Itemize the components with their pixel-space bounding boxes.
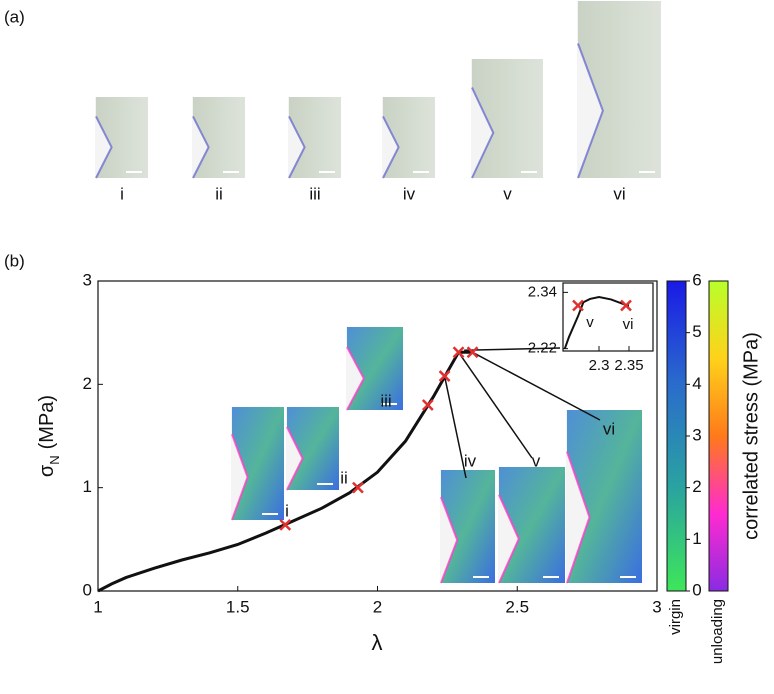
point-label: i — [285, 501, 289, 520]
notch-edge — [346, 346, 365, 411]
notch-edge — [440, 496, 459, 584]
marker — [352, 481, 364, 494]
y-tick-label: 3 — [83, 270, 92, 289]
connector — [464, 347, 561, 351]
notch — [498, 467, 519, 583]
y-tick-label: 0 — [83, 580, 92, 599]
y-tick-label: 1 — [83, 477, 92, 496]
notch-edge — [471, 87, 495, 179]
colorbar-name: virgin — [667, 599, 684, 635]
colorbar-tick-label: 1 — [692, 529, 701, 548]
notch — [192, 97, 209, 178]
y-tick-label: 2.22 — [528, 340, 557, 357]
point-label: v — [532, 451, 541, 470]
y-tick-label: 2 — [83, 374, 92, 393]
notch — [566, 410, 590, 583]
notch-edge — [231, 433, 249, 521]
notch — [577, 1, 603, 178]
image-label: iii — [309, 184, 320, 203]
point-label: vi — [603, 419, 615, 438]
notch-edge — [95, 115, 113, 179]
image-label: i — [120, 184, 124, 203]
image-label: vi — [613, 184, 625, 203]
connector — [472, 351, 601, 421]
notch-edge — [286, 426, 304, 491]
point-label: iii — [380, 391, 391, 410]
colorbar-name: unloading — [709, 599, 726, 664]
image-label: v — [503, 184, 512, 203]
image-label: iv — [403, 184, 416, 203]
data-line — [563, 296, 630, 349]
colorbar-tick-label: 3 — [692, 425, 701, 444]
point-label: iv — [464, 451, 477, 470]
x-tick-label: 3 — [652, 597, 661, 616]
y-axis-label-part: σ — [36, 464, 58, 477]
notch-edge — [288, 115, 306, 179]
x-tick-label: 2.5 — [505, 597, 529, 616]
notch — [440, 470, 458, 583]
y-axis-label-part: (MPa) — [36, 395, 58, 449]
colorbar-tick-label: 5 — [692, 322, 701, 341]
notch — [95, 97, 112, 178]
notch — [231, 407, 248, 520]
inset-point-label: vi — [623, 316, 634, 333]
marker — [620, 299, 632, 312]
x-tick-label: 2.35 — [614, 357, 643, 374]
plot-frame — [562, 282, 654, 352]
notch — [286, 407, 303, 490]
y-axis-label: σN (MPa) — [36, 395, 62, 477]
notch — [346, 327, 364, 410]
notch-edge — [382, 115, 400, 179]
colorbar-tick-label: 4 — [692, 374, 701, 393]
y-axis-label-part: N — [47, 455, 62, 464]
x-tick-label: 2.3 — [589, 357, 610, 374]
point-label: ii — [340, 468, 348, 487]
x-tick-label: 2 — [373, 597, 382, 616]
colorbar-tick-label: 6 — [692, 270, 701, 289]
notch — [382, 97, 399, 178]
notch — [288, 97, 305, 178]
connector — [457, 351, 533, 459]
colorbar — [666, 280, 687, 592]
panel-label: (b) — [4, 251, 25, 270]
marker — [438, 370, 451, 382]
marker — [279, 518, 292, 531]
colorbar-label: correlated stress (MPa) — [740, 332, 762, 540]
notch-edge — [498, 494, 520, 584]
panel-label: (a) — [4, 7, 25, 26]
notch — [471, 59, 494, 178]
y-tick-label: 2.34 — [528, 283, 557, 300]
connector — [443, 375, 467, 479]
colorbar-tick-label: 2 — [692, 477, 701, 496]
notch-edge — [577, 43, 604, 179]
image-label: ii — [215, 184, 223, 203]
colorbar — [708, 280, 729, 592]
notch-edge — [566, 451, 591, 584]
marker — [466, 346, 479, 359]
inset-point-label: v — [586, 314, 594, 331]
colorbar-tick-label: 0 — [692, 580, 701, 599]
marker — [421, 399, 434, 411]
x-tick-label: 1 — [93, 597, 102, 616]
marker — [452, 346, 465, 359]
marker — [572, 299, 584, 312]
data-line — [97, 350, 473, 593]
x-axis-label: λ — [372, 630, 383, 655]
x-tick-label: 1.5 — [226, 597, 250, 616]
notch-edge — [192, 115, 210, 179]
